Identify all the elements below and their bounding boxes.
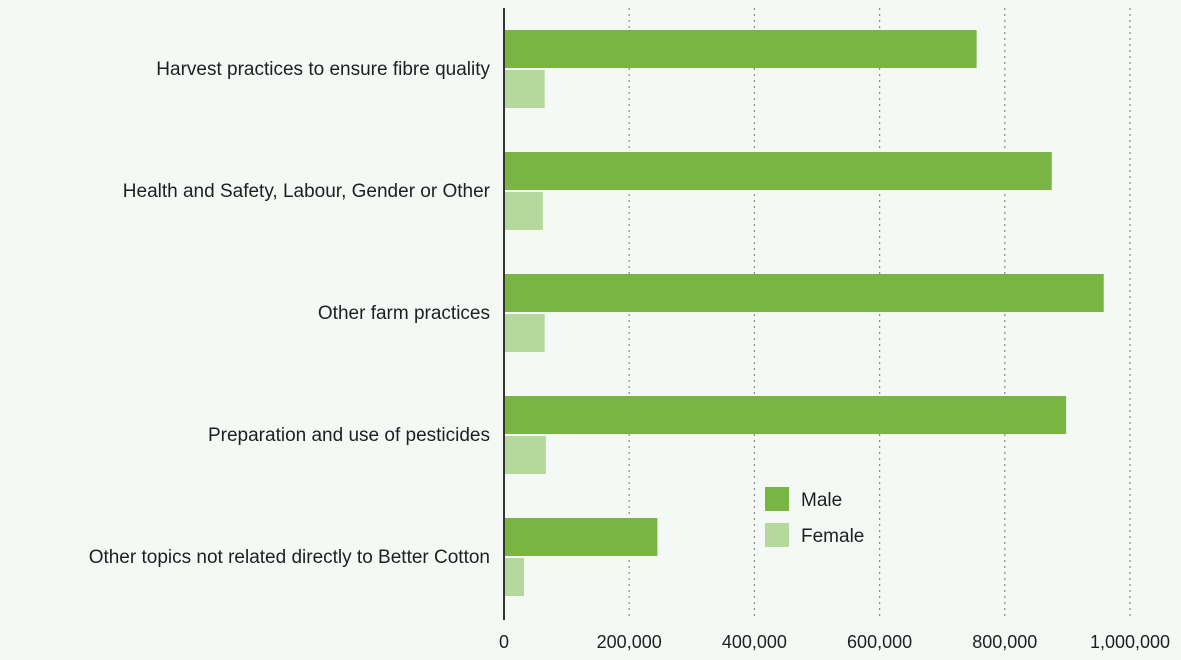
bars-layer bbox=[504, 30, 1104, 596]
bar-female-2 bbox=[504, 314, 545, 352]
x-tick-label-1: 200,000 bbox=[597, 632, 662, 652]
bar-female-3 bbox=[504, 436, 546, 474]
bar-male-3 bbox=[504, 396, 1067, 434]
category-label-0: Harvest practices to ensure fibre qualit… bbox=[156, 59, 490, 80]
x-tick-label-4: 800,000 bbox=[972, 632, 1037, 652]
bar-male-0 bbox=[504, 30, 977, 68]
bar-female-0 bbox=[504, 70, 545, 108]
legend: Male Female bbox=[765, 487, 864, 547]
x-tick-label-0: 0 bbox=[499, 632, 509, 652]
legend-label-female: Female bbox=[801, 526, 864, 547]
legend-swatch-male bbox=[765, 487, 789, 511]
legend-label-male: Male bbox=[801, 490, 842, 511]
grid-layer bbox=[628, 8, 1131, 620]
bar-male-1 bbox=[504, 152, 1052, 190]
legend-swatch-female bbox=[765, 523, 789, 547]
category-label-3: Preparation and use of pesticides bbox=[208, 425, 490, 446]
bar-female-1 bbox=[504, 192, 543, 230]
x-tick-label-3: 600,000 bbox=[847, 632, 912, 652]
x-tick-label-2: 400,000 bbox=[722, 632, 787, 652]
x-tick-label-5: 1,000,000 bbox=[1090, 632, 1170, 652]
category-label-2: Other farm practices bbox=[318, 303, 490, 324]
bar-male-2 bbox=[504, 274, 1104, 312]
x-tick-labels: 0 200,000 400,000 600,000 800,000 1,000,000 bbox=[499, 632, 1170, 652]
category-labels: Harvest practices to ensure fibre qualit… bbox=[89, 59, 491, 568]
bar-female-4 bbox=[504, 558, 525, 596]
category-label-1: Health and Safety, Labour, Gender or Oth… bbox=[123, 181, 491, 202]
bar-male-4 bbox=[504, 518, 658, 556]
category-label-4: Other topics not related directly to Bet… bbox=[89, 547, 490, 568]
